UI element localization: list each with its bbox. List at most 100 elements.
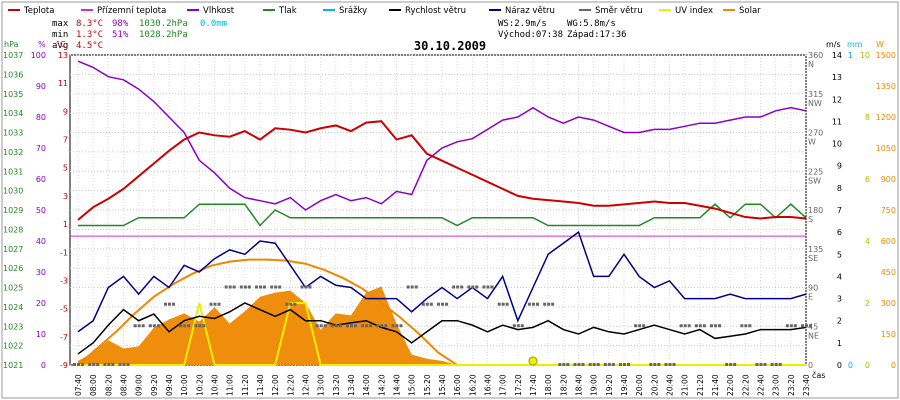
wind-direction-mark bbox=[198, 324, 202, 328]
wind-direction-mark bbox=[247, 285, 251, 289]
stats-min-label: min bbox=[52, 30, 68, 40]
wind-direction-mark bbox=[634, 324, 638, 328]
wind-direction-mark bbox=[501, 302, 505, 306]
temp-tick-label: -9 bbox=[60, 361, 68, 370]
temp-tick-label: 13 bbox=[58, 51, 68, 60]
wind-direction-mark bbox=[588, 363, 592, 366]
temp-tick-label: 9 bbox=[63, 107, 68, 116]
x-tick-label: 20:20 bbox=[650, 374, 659, 396]
x-tick-label: 16:00 bbox=[453, 374, 462, 396]
ms-tick-label: 9 bbox=[837, 162, 842, 171]
pct-tick-label: 0 bbox=[41, 361, 46, 370]
x-tick-label: 14:20 bbox=[377, 374, 386, 396]
wind-direction-mark bbox=[391, 324, 395, 328]
x-tick-label: 07:40 bbox=[74, 374, 83, 396]
wind-direction-mark bbox=[255, 285, 258, 289]
wind-direction-mark bbox=[304, 285, 308, 289]
stats-avg-label: avg bbox=[52, 41, 68, 51]
unit-watt: W bbox=[876, 40, 884, 49]
x-tick-label: 17:00 bbox=[499, 374, 508, 396]
wind-direction-mark bbox=[263, 285, 266, 289]
dir-tick-label: 225 bbox=[808, 167, 823, 176]
hpa-tick-label: 1027 bbox=[3, 245, 23, 254]
x-tick-label: 22:00 bbox=[726, 374, 735, 396]
solar-area bbox=[78, 286, 806, 365]
x-tick-label: 21:20 bbox=[696, 374, 705, 396]
mm-tick-label: 0 bbox=[848, 361, 853, 370]
dir-tick-label: SW bbox=[808, 176, 821, 185]
wind-direction-mark bbox=[596, 363, 600, 366]
legend-label: Teplota bbox=[23, 6, 54, 16]
hpa-tick-label: 1032 bbox=[3, 148, 23, 157]
x-tick-label: 22:20 bbox=[741, 374, 750, 396]
axis-units: hPa % °C m/s mm W bbox=[4, 40, 884, 49]
pct-tick-label: 60 bbox=[36, 175, 46, 184]
legend-label: Vlhkost bbox=[203, 6, 235, 16]
info-block: WS:2.9m/s WG:5.8m/s Východ:07:38 Západ:1… bbox=[498, 19, 627, 40]
series-lines bbox=[73, 60, 812, 366]
x-axis: 07:40 08:00 08:20 08:40 09:00 09:20 09:40 10:00… bbox=[74, 374, 811, 396]
x-tick-label: 10:00 bbox=[180, 374, 189, 396]
wind-direction-mark bbox=[209, 302, 213, 306]
wind-direction-mark bbox=[259, 285, 262, 289]
wind-direction-mark bbox=[361, 324, 365, 328]
stats-avg-temp: 4.5°C bbox=[76, 41, 103, 51]
uv-tick-label: 0 bbox=[865, 361, 870, 370]
legend-label: UV index bbox=[675, 6, 713, 16]
wind-direction-mark bbox=[805, 324, 808, 328]
x-tick-label: 19:20 bbox=[605, 374, 614, 396]
watt-tick-label: 300 bbox=[881, 299, 896, 308]
x-tick-label: 18:20 bbox=[559, 374, 568, 396]
wind-direction-mark bbox=[293, 302, 297, 306]
uv-tick-label: 2 bbox=[865, 299, 870, 308]
pct-tick-label: 50 bbox=[36, 206, 46, 215]
hpa-tick-label: 1033 bbox=[3, 129, 23, 138]
temp-tick-label: 7 bbox=[63, 136, 68, 145]
info-ws: WS:2.9m/s bbox=[498, 19, 547, 29]
wind-direction-mark bbox=[486, 285, 490, 289]
ms-tick-label: 3 bbox=[837, 295, 842, 304]
wind-direction-mark bbox=[103, 363, 107, 366]
wind-direction-mark bbox=[603, 363, 607, 366]
dir-tick-label: S bbox=[808, 215, 813, 224]
x-tick-label: 14:40 bbox=[393, 374, 402, 396]
wind-direction-mark bbox=[558, 363, 562, 366]
info-wg: WG:5.8m/s bbox=[567, 19, 616, 29]
wind-direction-mark bbox=[376, 324, 380, 328]
hpa-tick-label: 1023 bbox=[3, 322, 23, 331]
wind-direction-mark bbox=[657, 363, 661, 366]
hpa-tick-label: 1037 bbox=[3, 51, 23, 60]
wind-direction-mark bbox=[111, 363, 115, 366]
wind-direction-mark bbox=[547, 302, 551, 306]
wind-direction-mark bbox=[77, 363, 80, 366]
dir-tick-label: NE bbox=[808, 331, 819, 340]
x-tick-label: 16:20 bbox=[468, 374, 477, 396]
x-tick-label: 20:00 bbox=[635, 374, 644, 396]
x-tick-label: 11:20 bbox=[241, 374, 250, 396]
wind-direction-mark bbox=[679, 324, 683, 328]
hpa-tick-label: 1026 bbox=[3, 264, 23, 273]
wind-direction-mark bbox=[619, 363, 622, 366]
unit-ms: m/s bbox=[826, 40, 841, 49]
wind-direction-mark bbox=[164, 302, 167, 306]
wind-direction-mark bbox=[543, 302, 547, 306]
x-tick-label: 21:40 bbox=[711, 374, 720, 396]
wind-direction-mark bbox=[179, 324, 183, 328]
x-tick-label: 12:40 bbox=[302, 374, 311, 396]
pct-tick-label: 90 bbox=[36, 82, 46, 91]
wind-direction-mark bbox=[384, 324, 388, 328]
pct-tick-label: 70 bbox=[36, 144, 46, 153]
uv-marker bbox=[528, 356, 538, 366]
wind-direction-mark bbox=[217, 302, 221, 306]
wind-direction-mark bbox=[516, 324, 520, 328]
wind-direction-mark bbox=[437, 302, 440, 306]
x-tick-label: 23:20 bbox=[787, 374, 796, 396]
hpa-tick-label: 1024 bbox=[3, 303, 23, 312]
x-tick-label: 09:40 bbox=[165, 374, 174, 396]
x-tick-label: 11:40 bbox=[256, 374, 265, 396]
wind-direction-mark bbox=[300, 285, 304, 289]
uv-tick-label: 6 bbox=[865, 175, 870, 184]
wind-speed-line bbox=[77, 302, 807, 355]
wind-direction-mark bbox=[789, 324, 793, 328]
watt-tick-label: 450 bbox=[881, 268, 896, 277]
